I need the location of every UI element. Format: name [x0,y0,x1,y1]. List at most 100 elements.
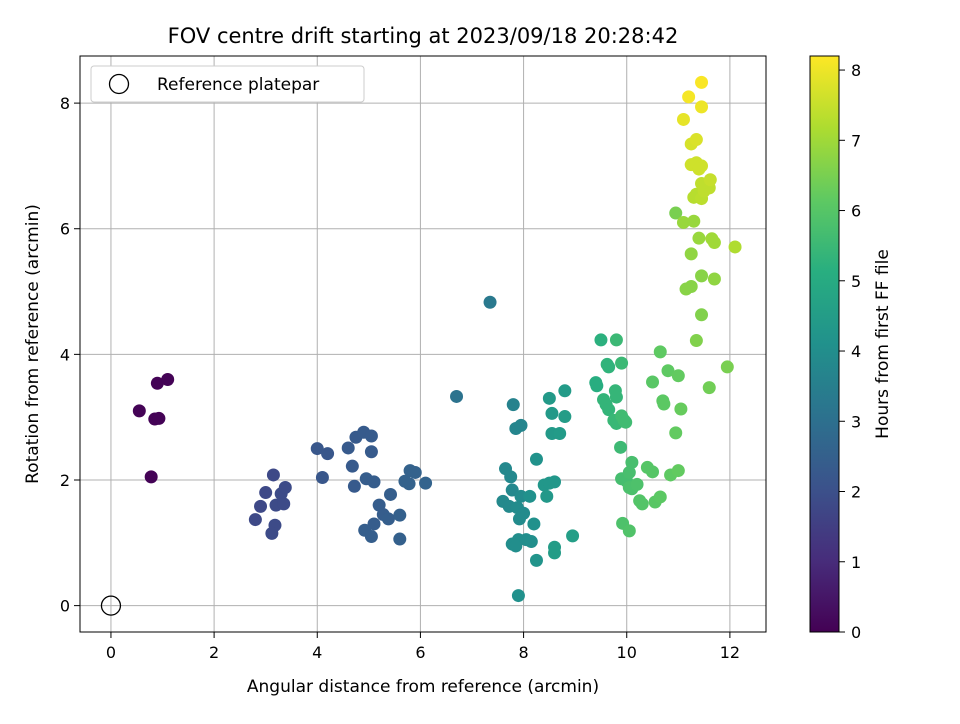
data-point [684,280,698,294]
data-point [345,459,359,473]
data-point [364,429,378,443]
data-point [367,517,381,531]
colorbar-tick-label: 0 [851,623,861,642]
data-point [315,470,329,484]
data-point [728,240,742,254]
data-point [682,90,696,104]
data-point [529,553,543,567]
data-point [265,526,279,540]
y-tick-label: 6 [60,220,70,239]
data-point [671,369,685,383]
data-point [669,426,683,440]
data-point [483,295,497,309]
colorbar-label: Hours from first FF file [873,249,893,439]
chart-title: FOV centre drift starting at 2023/09/18 … [168,24,679,48]
data-point [152,411,166,425]
data-point [695,100,709,114]
data-point [248,513,262,527]
data-point [514,418,528,432]
y-tick-label: 0 [60,597,70,616]
legend-marker-icon [108,73,130,95]
x-tick-label: 8 [518,643,528,662]
data-point [542,391,556,405]
x-tick-label: 0 [106,643,116,662]
colorbar-tick-label: 4 [851,342,861,361]
data-point [615,356,629,370]
data-point [512,512,526,526]
data-point [609,390,623,404]
data-point [132,404,146,418]
data-point [347,479,361,493]
data-point [278,481,292,495]
colorbar: 0 1 2 3 4 5 6 7 8 Hours from first FF file [809,55,893,642]
data-point [676,215,690,229]
data-point [364,445,378,459]
data-point [548,546,562,560]
data-point [277,497,291,511]
data-point [646,375,660,389]
data-point [341,441,355,455]
data-point [720,360,734,374]
data-point [144,470,158,484]
data-point [150,376,164,390]
data-point [511,589,525,603]
data-point [614,440,628,454]
colorbar-tick-label: 2 [851,483,861,502]
data-point [692,162,706,176]
data-point [602,403,616,417]
data-point [364,530,378,544]
data-point [622,465,636,479]
colorbar-tick-label: 5 [851,272,861,291]
data-point [653,490,667,504]
data-point [402,477,416,491]
data-point [684,247,698,261]
colorbar-tick-label: 1 [851,553,861,572]
data-point [657,397,671,411]
data-point [695,269,709,283]
x-axis-label: Angular distance from reference (arcmin) [247,677,599,697]
data-point [419,476,433,490]
x-axis-ticks: 0 2 4 6 8 10 12 [106,632,740,662]
x-tick-label: 12 [720,643,740,662]
data-point [692,231,706,245]
data-point [254,499,268,513]
data-point [671,464,685,478]
colorbar-tick-label: 8 [851,61,861,80]
legend: Reference platepar [90,65,365,103]
data-point [695,308,709,322]
data-point [509,539,523,553]
data-point [393,532,407,546]
data-point [408,465,422,479]
data-point [609,333,623,347]
data-point [689,334,703,348]
x-tick-label: 6 [415,643,425,662]
y-tick-label: 4 [60,345,70,364]
data-point [622,524,636,538]
data-point [527,517,541,531]
data-point [545,406,559,420]
x-tick-label: 10 [617,643,637,662]
colorbar-gradient [809,55,840,633]
data-point [553,427,567,441]
data-point [310,442,324,456]
data-point [635,497,649,511]
data-point [674,402,688,416]
data-point [566,529,580,543]
data-point [594,333,608,347]
data-point [548,475,562,489]
data-point [558,384,572,398]
data-point [689,133,703,147]
data-point [504,470,518,484]
data-point [450,389,464,403]
data-point [702,381,716,395]
data-point [524,535,538,549]
data-point [676,112,690,126]
data-point [384,487,398,501]
data-point [259,486,273,500]
data-point [707,272,721,286]
data-point [590,379,604,393]
data-point [707,236,721,250]
data-point [695,75,709,89]
data-point [540,489,554,503]
colorbar-tick-label: 6 [851,202,861,221]
